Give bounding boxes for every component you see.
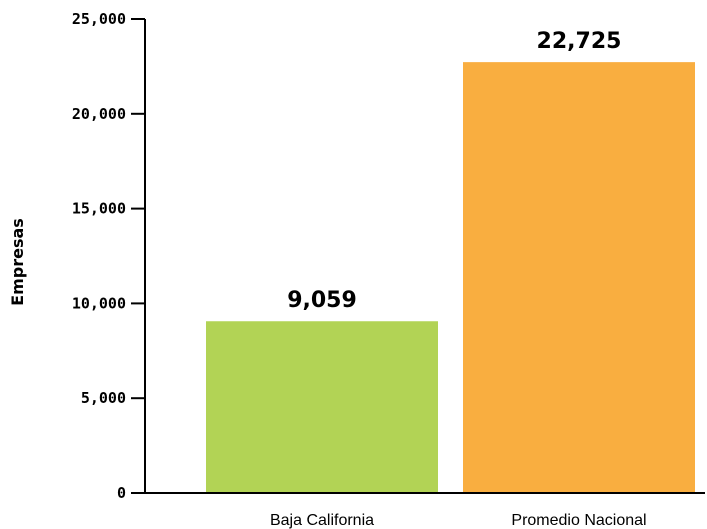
y-tick-label: 0 bbox=[117, 484, 126, 502]
y-tick-label: 25,000 bbox=[72, 10, 126, 28]
y-axis: 0 5,000 10,000 15,000 20,000 25,000 bbox=[72, 10, 146, 502]
y-tick-label: 5,000 bbox=[81, 389, 126, 407]
y-axis-title: Empresas bbox=[8, 218, 27, 306]
data-label: 22,725 bbox=[537, 29, 622, 54]
y-tick-label: 20,000 bbox=[72, 105, 126, 123]
bar-1 bbox=[206, 321, 438, 493]
bars: 9,059 22,725 bbox=[206, 29, 695, 493]
y-tick-label: 15,000 bbox=[72, 200, 126, 218]
y-tick-label: 10,000 bbox=[72, 294, 126, 312]
x-tick-label: Promedio Nacional bbox=[511, 512, 646, 529]
data-label: 9,059 bbox=[287, 288, 357, 313]
bar-2 bbox=[463, 62, 695, 493]
x-tick-label: Baja California bbox=[270, 512, 374, 529]
x-axis: Baja California Promedio Nacional bbox=[131, 492, 705, 529]
